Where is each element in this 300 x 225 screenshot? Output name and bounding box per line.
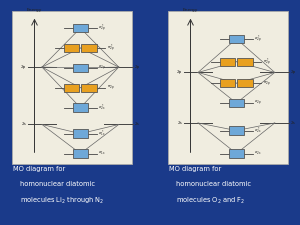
Text: 2p: 2p (291, 70, 296, 74)
FancyBboxPatch shape (73, 64, 88, 72)
FancyBboxPatch shape (229, 149, 244, 158)
Text: Energy: Energy (183, 8, 198, 12)
FancyBboxPatch shape (73, 104, 88, 112)
Text: $\pi_{2p}^*$: $\pi_{2p}^*$ (262, 56, 270, 68)
FancyBboxPatch shape (237, 58, 253, 66)
Text: MO diagram for: MO diagram for (13, 166, 65, 173)
Text: molecules Li$_2$ through N$_2$: molecules Li$_2$ through N$_2$ (20, 195, 104, 205)
FancyBboxPatch shape (220, 79, 236, 87)
Text: $\pi_{2p}$: $\pi_{2p}$ (106, 83, 114, 92)
Text: 2s: 2s (177, 121, 182, 125)
Text: 2s: 2s (21, 122, 26, 126)
Text: 2p: 2p (21, 65, 26, 69)
Text: $\sigma_{2p}^*$: $\sigma_{2p}^*$ (254, 33, 262, 45)
FancyBboxPatch shape (12, 11, 132, 164)
Text: 2s: 2s (291, 121, 296, 125)
FancyBboxPatch shape (81, 44, 97, 52)
FancyBboxPatch shape (64, 83, 80, 92)
Text: $\sigma_{1s}$: $\sigma_{1s}$ (98, 150, 105, 157)
Text: homonuclear diatomic: homonuclear diatomic (20, 181, 95, 187)
Text: 2p: 2p (177, 70, 182, 74)
FancyBboxPatch shape (237, 79, 253, 87)
FancyBboxPatch shape (229, 99, 244, 107)
Text: Energy: Energy (27, 8, 42, 12)
FancyBboxPatch shape (229, 35, 244, 43)
Text: $\pi_{2p}^*$: $\pi_{2p}^*$ (106, 42, 114, 54)
FancyBboxPatch shape (168, 11, 288, 164)
FancyBboxPatch shape (81, 83, 97, 92)
Text: 2s: 2s (135, 122, 140, 126)
Text: $\sigma_{2s}$: $\sigma_{2s}$ (254, 150, 261, 157)
Text: MO diagram for: MO diagram for (169, 166, 221, 173)
Text: 2p: 2p (135, 65, 140, 69)
Text: $\sigma_{2p}$: $\sigma_{2p}$ (98, 63, 106, 72)
FancyBboxPatch shape (73, 149, 88, 158)
Text: $\sigma_{2p}$: $\sigma_{2p}$ (254, 99, 262, 107)
Text: molecules O$_2$ and F$_2$: molecules O$_2$ and F$_2$ (176, 195, 245, 205)
FancyBboxPatch shape (64, 44, 80, 52)
FancyBboxPatch shape (229, 126, 244, 135)
Text: homonuclear diatomic: homonuclear diatomic (176, 181, 251, 187)
FancyBboxPatch shape (73, 24, 88, 32)
Text: $\pi_{2p}$: $\pi_{2p}$ (262, 79, 270, 88)
FancyBboxPatch shape (73, 129, 88, 138)
Text: $\sigma_{2p}^*$: $\sigma_{2p}^*$ (98, 22, 106, 34)
Text: $\sigma_{2s}^*$: $\sigma_{2s}^*$ (98, 102, 105, 113)
Text: $\sigma_{1s}^*$: $\sigma_{1s}^*$ (98, 128, 105, 139)
Text: $\sigma_{2s}^*$: $\sigma_{2s}^*$ (254, 125, 261, 136)
FancyBboxPatch shape (220, 58, 236, 66)
